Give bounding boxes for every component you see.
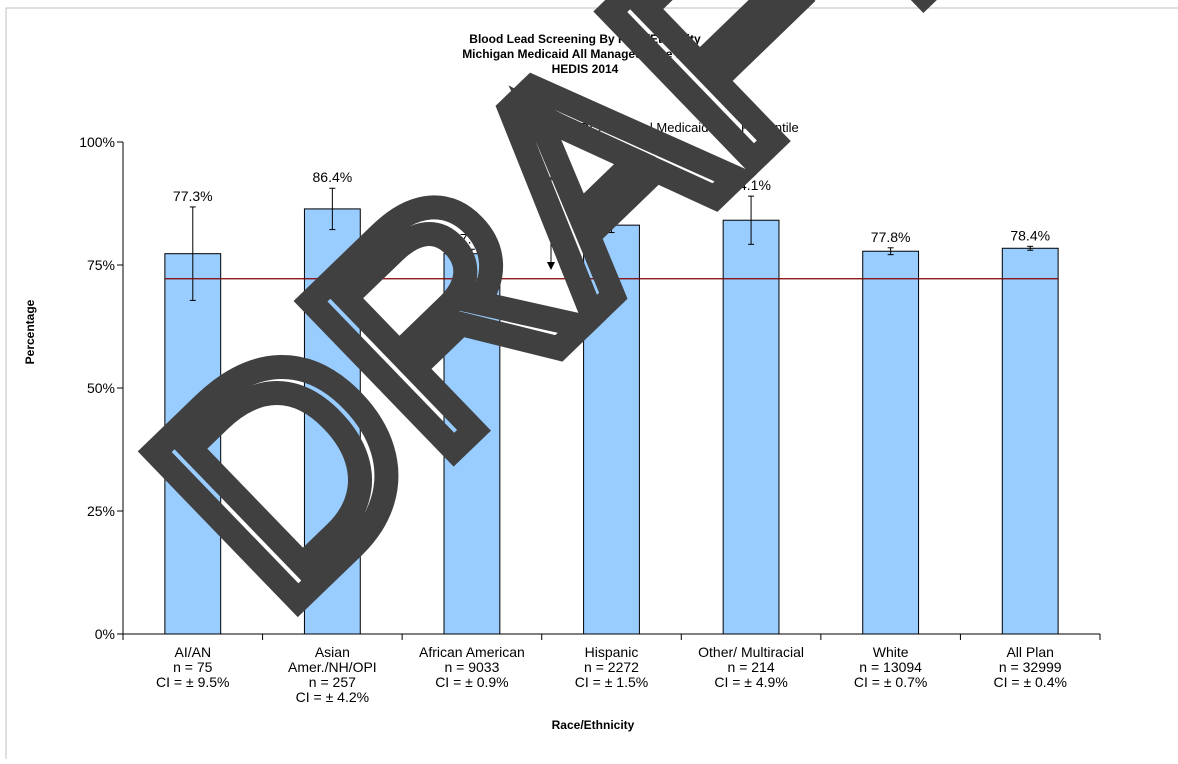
reference-line-label: 2014 HEDIS National Medicaid 50th Percen…: [529, 120, 799, 135]
data-label: 84.1%: [731, 177, 771, 193]
data-label: 86.4%: [313, 169, 353, 185]
bar: [862, 250, 920, 635]
data-label: 77.3%: [452, 230, 492, 246]
x-tick-label: African American: [419, 644, 525, 660]
bar: [303, 208, 361, 635]
bar: [1001, 247, 1059, 635]
reference-line-arrowhead: [547, 262, 555, 270]
x-tick-label: n = 9033: [444, 659, 499, 675]
x-tick-label: Asian: [315, 644, 350, 660]
bar: [722, 219, 780, 635]
x-tick-label: CI = ± 0.9%: [435, 674, 508, 690]
x-tick-label: CI = ± 1.5%: [575, 674, 648, 690]
chart-title-line-1: Blood Lead Screening By Race/Ethnicity: [469, 32, 701, 46]
x-tick-label: n = 75: [173, 659, 213, 675]
data-label: 77.8%: [871, 229, 911, 245]
x-tick-label: CI = ± 4.2%: [296, 689, 369, 705]
x-tick-label: n = 257: [309, 674, 356, 690]
chart-title-line-2: Michigan Medicaid All Managed Care Plans: [462, 47, 708, 61]
chart-title-line-3: HEDIS 2014: [552, 62, 619, 76]
x-tick-label: n = 2272: [584, 659, 639, 675]
x-tick-label: CI = ± 4.9%: [714, 674, 787, 690]
bar: [164, 253, 222, 635]
bar: [443, 253, 501, 635]
x-tick-label: CI = ± 0.7%: [854, 674, 927, 690]
x-tick-label: CI = ± 9.5%: [156, 674, 229, 690]
x-tick-label: White: [873, 644, 909, 660]
x-tick-label: All Plan: [1006, 644, 1053, 660]
x-tick-label: n = 32999: [999, 659, 1062, 675]
x-tick-label: AI/AN: [174, 644, 211, 660]
x-tick-label: n = 214: [728, 659, 775, 675]
x-tick-label: Amer./NH/OPI: [288, 659, 377, 675]
x-tick-label: n = 13094: [859, 659, 922, 675]
y-tick-label: 50%: [87, 380, 115, 396]
y-axis-label: Percentage: [23, 299, 37, 364]
data-label: 77.3%: [173, 188, 213, 204]
y-tick-label: 100%: [79, 134, 115, 150]
x-axis-label: Race/Ethnicity: [552, 718, 635, 732]
y-tick-label: 25%: [87, 503, 115, 519]
y-tick-label: 0%: [95, 626, 115, 642]
data-label: 78.4%: [1010, 227, 1050, 243]
y-tick-label: 75%: [87, 257, 115, 273]
data-label: 83.1%: [592, 199, 632, 215]
x-tick-label: Other/ Multiracial: [698, 644, 804, 660]
x-tick-label: Hispanic: [585, 644, 639, 660]
chart-border: [5, 7, 1178, 759]
x-tick-label: CI = ± 0.4%: [993, 674, 1066, 690]
